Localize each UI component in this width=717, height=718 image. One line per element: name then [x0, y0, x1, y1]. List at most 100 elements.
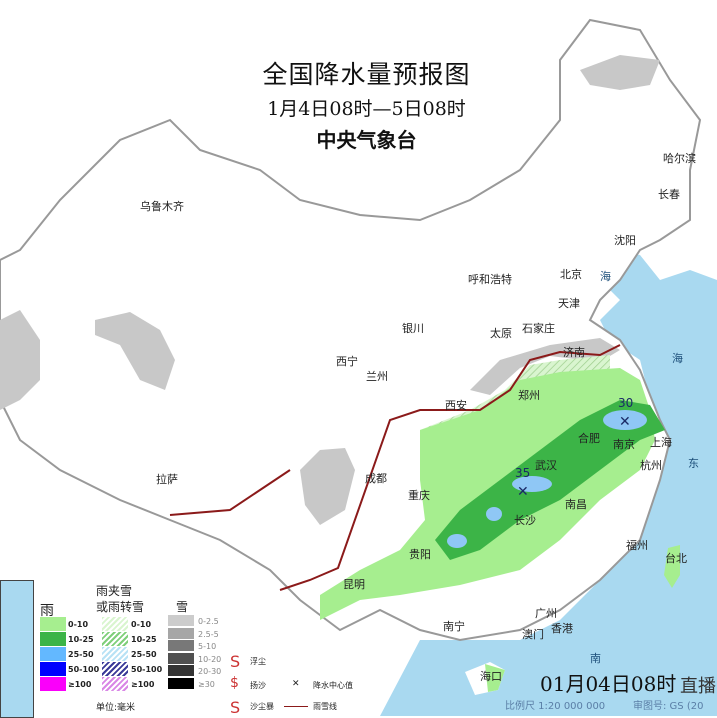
- city-label: 长沙: [514, 514, 536, 527]
- city-label: 南昌: [565, 498, 587, 511]
- legend-rain-label: 0-10: [68, 620, 89, 629]
- city-label: 北京: [560, 268, 582, 281]
- legend-mixed-title: 雨夹雪: [96, 584, 133, 598]
- sea-area: [380, 250, 717, 716]
- rain-snow-line-icon: [284, 706, 308, 707]
- south-china-sea-inset: [0, 580, 34, 718]
- legend-snow-label: ≥30: [198, 679, 215, 689]
- timestamp-overlay: 01月04日08时: [540, 672, 677, 696]
- legend-symbol-label: 扬沙: [250, 681, 266, 690]
- sea-label: 海: [672, 352, 683, 365]
- city-label: 哈尔滨: [663, 152, 696, 165]
- city-label: 香港: [551, 622, 573, 635]
- legend-rain-swatch: [40, 647, 66, 661]
- issuer: 中央气象台: [316, 128, 417, 152]
- legend-rain-swatch: [40, 662, 66, 676]
- city-label: 广州: [535, 607, 557, 620]
- legend-snow-swatch: [168, 665, 194, 676]
- forecast-period: 1月4日08时—5日08时: [267, 98, 466, 120]
- snow-area-north: [470, 338, 620, 395]
- city-label: 成都: [365, 472, 387, 485]
- city-label: 杭州: [640, 459, 662, 472]
- legend-rain-title: 雨: [40, 603, 54, 619]
- legend-snow-title: 雪: [176, 600, 189, 614]
- city-label: 合肥: [578, 432, 600, 445]
- legend-rain-swatch: [40, 632, 66, 646]
- x-mark-icon: ✕: [517, 484, 529, 500]
- rain-25-50-area: [447, 534, 467, 548]
- legend-snow-swatch: [168, 677, 194, 689]
- legend-snow-label: 5-10: [198, 642, 217, 651]
- city-label: 贵阳: [409, 548, 431, 561]
- city-label: 沈阳: [614, 234, 636, 247]
- legend-symbol-label: 雨雪线: [313, 702, 337, 711]
- rain-center-value: 35: [515, 466, 531, 480]
- legend-snow-label: 2.5-5: [198, 629, 219, 639]
- city-label: 澳门: [522, 628, 544, 641]
- sea-label: 东: [688, 457, 699, 470]
- legend-mixed-label: ≥100: [131, 680, 155, 689]
- city-label: 郑州: [518, 389, 540, 402]
- snow-area-tibet: [300, 448, 355, 525]
- city-label: 西宁: [336, 355, 358, 368]
- legend-rain-label: 50-100: [68, 665, 100, 674]
- legend-mixed-label: 25-50: [131, 650, 157, 659]
- legend-mixed-swatch: [102, 677, 128, 691]
- legend-snow-swatch: [168, 627, 194, 639]
- legend-mixed-label: 10-25: [131, 635, 157, 644]
- city-label: 武汉: [535, 459, 557, 472]
- rain-snow-line-west: [169, 469, 291, 516]
- city-label: 太原: [490, 327, 512, 340]
- legend-mixed-swatch: [102, 662, 128, 676]
- legend-mixed-swatch: [102, 617, 128, 631]
- legend-snow-swatch: [168, 640, 194, 651]
- map-title: 全国降水量预报图: [262, 60, 471, 89]
- legend-symbol-label: 降水中心值: [313, 681, 353, 690]
- city-label: 海口: [480, 670, 502, 683]
- city-label: 天津: [558, 297, 580, 310]
- rain-25-50-area: [603, 410, 647, 430]
- city-label: 福州: [626, 539, 648, 552]
- map-scale: 比例尺 1:20 000 000: [505, 701, 606, 712]
- legend-rain-label: ≥100: [68, 680, 92, 689]
- city-label: 乌鲁木齐: [140, 200, 184, 213]
- rain-25-50-area: [486, 507, 502, 521]
- legend-snow-label: 20-30: [198, 667, 222, 676]
- city-label: 拉萨: [156, 473, 178, 486]
- legend-snow-label: 0-2.5: [198, 617, 219, 626]
- city-label: 石家庄: [522, 322, 555, 335]
- city-label: 台北: [665, 552, 687, 565]
- sea-label: 海: [600, 270, 611, 283]
- taiwan-island: [664, 545, 680, 588]
- legend-rain-label: 25-50: [68, 650, 94, 659]
- watermark: 直播: [680, 676, 716, 697]
- legend-mixed-swatch: [102, 632, 128, 646]
- sea-label: 南: [590, 652, 601, 665]
- legend-rain-label: 10-25: [68, 635, 94, 644]
- snow-area-west2: [95, 312, 175, 390]
- hainan-rain: [485, 664, 505, 692]
- map-review-number: 审图号: GS (20: [633, 701, 704, 712]
- legend-snow-swatch: [168, 652, 194, 664]
- dust-s-icon: S: [230, 652, 241, 671]
- snow-area-ne: [580, 55, 660, 90]
- rain-25-50-area: [512, 476, 552, 492]
- legend-rain-swatch: [40, 677, 66, 691]
- legend-snow-label: 10-20: [198, 654, 222, 664]
- legend-symbol-label: 浮尘: [250, 657, 266, 666]
- legend-mixed-label: 50-100: [131, 665, 163, 674]
- legend: 雨 雨夹雪 或雨转雪 雪 0-10 0-10 10-25 10-25 25-50 25-5…: [0, 560, 360, 718]
- x-mark-icon: ✕: [619, 414, 631, 430]
- legend-rain-swatch: [40, 617, 66, 631]
- city-label: 南宁: [443, 620, 465, 633]
- legend-snow-swatch: [168, 615, 194, 626]
- city-label: 西安: [445, 399, 467, 412]
- legend-mixed-swatch: [102, 647, 128, 661]
- legend-mixed-title: 或雨转雪: [96, 600, 145, 614]
- city-label: 银川: [402, 322, 424, 335]
- sandstorm-icon: S: [230, 698, 241, 717]
- city-label: 上海: [650, 436, 672, 449]
- legend-mixed-label: 0-10: [131, 620, 152, 629]
- city-label: 重庆: [408, 489, 430, 502]
